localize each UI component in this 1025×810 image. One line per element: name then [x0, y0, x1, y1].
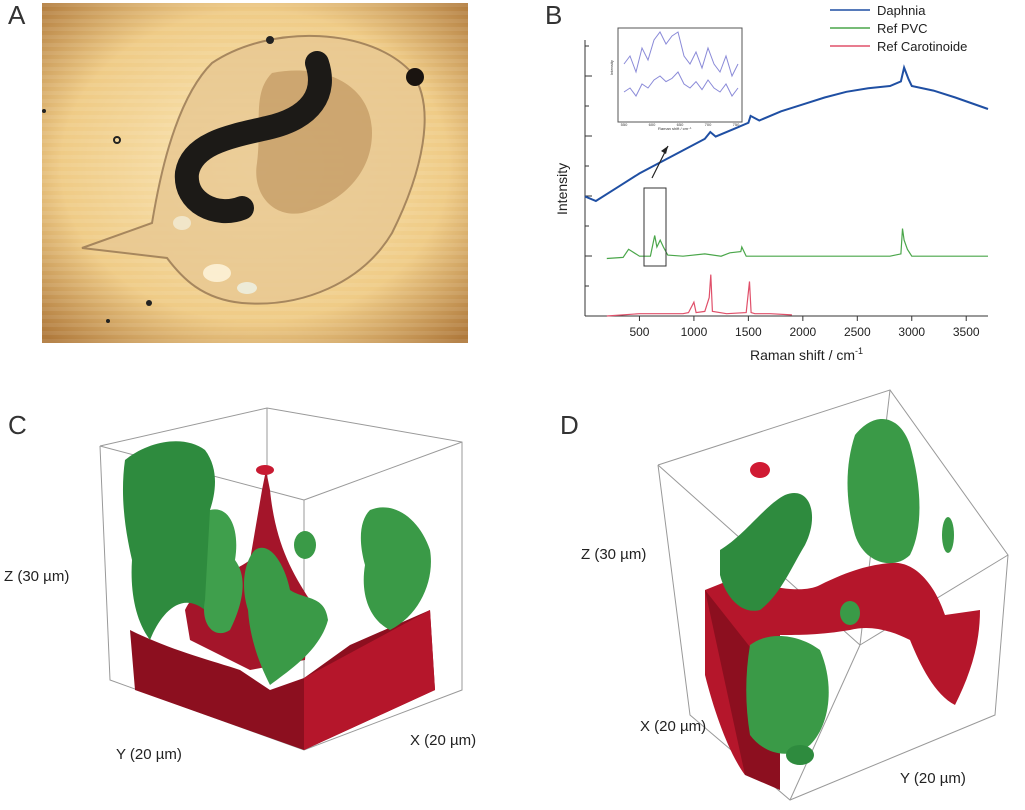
x-tick-label: 1000	[681, 325, 708, 339]
panel-label-b: B	[545, 0, 563, 30]
series-line-daphnia	[584, 64, 989, 203]
x-tick-label: 2000	[789, 325, 816, 339]
inset-ylabel: Intensity	[609, 60, 614, 75]
x-tick-label: 2500	[844, 325, 871, 339]
inset-x-tick-label: 700	[705, 122, 712, 127]
legend-label: Daphnia	[877, 3, 926, 18]
legend-label: Ref Carotinoide	[877, 39, 967, 54]
x-axis-label: Raman shift / cm-1	[750, 346, 863, 363]
panel-label-a: A	[8, 0, 26, 30]
panel-label-c: C	[8, 410, 27, 440]
inset-x-tick-label: 550	[621, 122, 628, 127]
y-axis-label-c: Y (20 µm)	[116, 746, 182, 763]
inset-x-tick-label: 600	[649, 122, 656, 127]
panel-label-d: D	[560, 410, 579, 440]
volume-render-d	[650, 385, 1020, 805]
highlight-box	[643, 187, 667, 267]
inset-x-tick-label: 750	[733, 122, 740, 127]
inset-xlabel: Raman shift / cm⁻¹	[658, 126, 692, 131]
inset-x-tick-label: 650	[677, 122, 684, 127]
x-axis-label-c: X (20 µm)	[410, 732, 477, 749]
z-axis-label-d: Z (30 µm)	[581, 546, 647, 563]
daphnia-micrograph	[42, 3, 468, 343]
x-axis-label-d: X (20 µm)	[640, 718, 707, 735]
volume-render-c	[90, 400, 490, 780]
legend: Daphnia Ref PVC Ref Carotinoide	[830, 3, 967, 54]
legend-label: Ref PVC	[877, 21, 928, 36]
z-axis-label-c: Z (30 µm)	[4, 568, 70, 585]
x-tick-label: 3500	[953, 325, 980, 339]
raman-spectrum-chart: 500 1000 1500 2000 2500 3000 3500 Intensity Ra…	[540, 0, 1020, 380]
x-tick-label: 1500	[735, 325, 762, 339]
y-axis-label-d: Y (20 µm)	[900, 770, 966, 787]
x-tick-label: 500	[629, 325, 649, 339]
y-axis-label: Intensity	[554, 163, 570, 215]
series-line-ref-pvc	[606, 228, 988, 260]
series-line-ref-carotinoide	[606, 274, 792, 317]
x-tick-label: 3000	[898, 325, 925, 339]
inset-chart: Intensity Raman shift / cm⁻¹ 550 600 650 70…	[609, 27, 743, 131]
